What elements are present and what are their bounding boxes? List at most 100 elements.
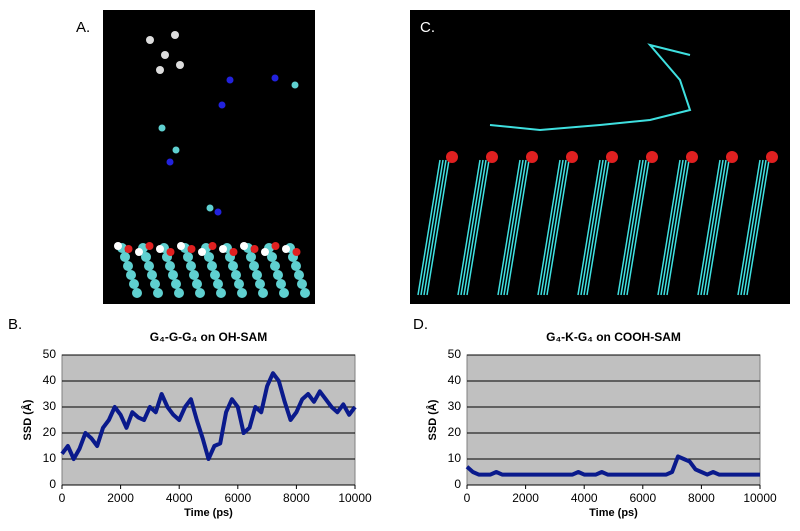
- headgroup: [646, 151, 658, 163]
- chain: [737, 159, 761, 296]
- chain: [540, 159, 564, 296]
- x-axis-label: Time (ps): [589, 507, 638, 519]
- atom: [144, 261, 154, 271]
- ion: [172, 146, 180, 154]
- chain: [423, 159, 447, 296]
- chain: [583, 159, 607, 296]
- ion: [166, 158, 174, 166]
- atom: [261, 248, 269, 256]
- atom: [294, 270, 304, 280]
- ion: [214, 208, 222, 216]
- x-tick-label: 0: [59, 491, 66, 505]
- molecule-image-a: [103, 10, 315, 304]
- atom: [120, 252, 130, 262]
- chain: [463, 159, 487, 296]
- ion: [271, 74, 279, 82]
- chain: [617, 159, 641, 296]
- panel-label: D.: [413, 316, 428, 333]
- atom: [114, 242, 122, 250]
- atom: [228, 261, 238, 271]
- chain: [586, 159, 610, 296]
- chain: [417, 159, 441, 296]
- x-tick-label: 0: [464, 491, 471, 505]
- atom: [189, 270, 199, 280]
- atom: [258, 288, 268, 298]
- headgroup: [566, 151, 578, 163]
- atom: [282, 245, 290, 253]
- atom: [124, 245, 133, 253]
- y-axis-label: SSD (Å): [426, 399, 439, 440]
- chain: [623, 159, 647, 296]
- chain: [743, 159, 767, 296]
- chain: [506, 159, 530, 296]
- atom: [176, 61, 184, 69]
- atom: [219, 245, 227, 253]
- chain: [666, 159, 690, 296]
- y-tick-label: 10: [448, 451, 462, 465]
- atom: [126, 270, 136, 280]
- chain: [426, 159, 450, 296]
- x-tick-label: 10000: [743, 491, 777, 505]
- atom: [300, 288, 310, 298]
- plot-area: [61, 354, 356, 486]
- atom: [145, 242, 154, 250]
- chain: [546, 159, 570, 296]
- panel-label: B.: [8, 316, 22, 333]
- ion: [158, 124, 166, 132]
- atom: [249, 261, 259, 271]
- atom: [195, 288, 205, 298]
- atom: [146, 36, 154, 44]
- x-tick-label: 2000: [512, 491, 539, 505]
- chain: [503, 159, 527, 296]
- atom: [291, 261, 301, 271]
- y-tick-label: 40: [43, 373, 57, 387]
- atom: [292, 248, 301, 256]
- atom: [141, 252, 151, 262]
- molecule-image-c: [410, 10, 790, 304]
- chain: [703, 159, 727, 296]
- atom: [123, 261, 133, 271]
- atom: [156, 66, 164, 74]
- chain: [746, 159, 770, 296]
- atom: [216, 288, 226, 298]
- atom: [129, 279, 139, 289]
- atom: [208, 242, 217, 250]
- y-tick-label: 0: [49, 477, 56, 491]
- chart-title: G₄-G-G₄ on OH-SAM: [150, 330, 267, 344]
- atom: [156, 245, 164, 253]
- chain: [700, 159, 724, 296]
- atom: [255, 279, 265, 289]
- atom: [153, 288, 163, 298]
- atom: [237, 288, 247, 298]
- ion: [291, 81, 299, 89]
- x-tick-label: 6000: [629, 491, 656, 505]
- atom: [279, 288, 289, 298]
- atom: [207, 261, 217, 271]
- chain: [497, 159, 521, 296]
- y-tick-label: 50: [448, 347, 462, 361]
- atom: [186, 261, 196, 271]
- x-axis-label: Time (ps): [184, 507, 233, 519]
- y-tick-label: 0: [454, 477, 461, 491]
- atom: [231, 270, 241, 280]
- chain: [660, 159, 684, 296]
- atom: [252, 270, 262, 280]
- atom: [177, 242, 185, 250]
- atom: [135, 248, 143, 256]
- chain: [577, 159, 601, 296]
- atom: [246, 252, 256, 262]
- x-tick-label: 8000: [688, 491, 715, 505]
- atom: [150, 279, 160, 289]
- headgroup: [486, 151, 498, 163]
- panel-label: A.: [76, 19, 90, 36]
- ion: [206, 204, 214, 212]
- atom: [166, 248, 175, 256]
- chain: [537, 159, 561, 296]
- atom: [171, 31, 179, 39]
- plot-area: [466, 354, 761, 486]
- headgroup: [766, 151, 778, 163]
- atom: [171, 279, 181, 289]
- ion: [226, 76, 234, 84]
- y-tick-label: 20: [43, 425, 57, 439]
